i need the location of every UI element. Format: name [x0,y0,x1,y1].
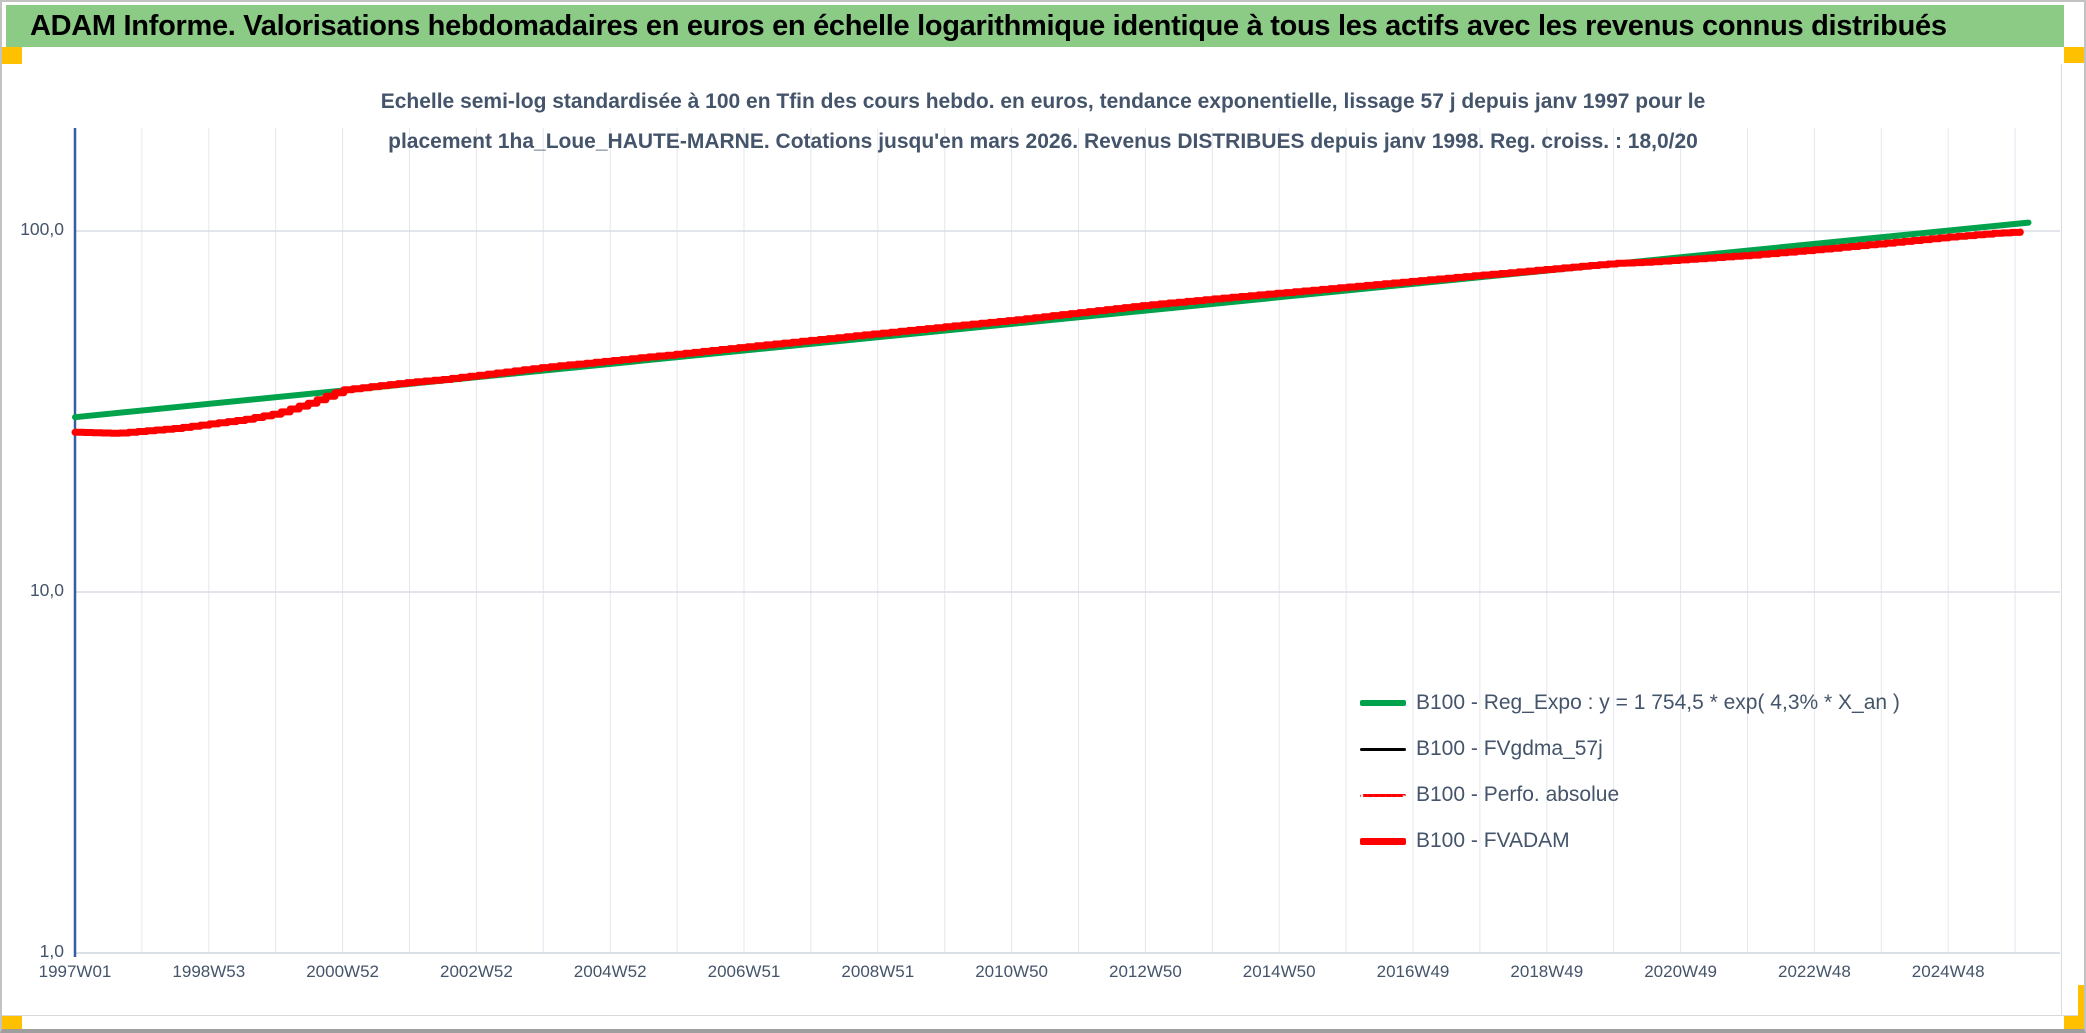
x-axis-tick-label: 2002W52 [440,962,513,981]
x-axis-tick-label: 2018W49 [1510,962,1584,981]
x-axis-tick-label: 2000W52 [306,962,379,981]
y-axis-label-10: 10,0 [29,580,64,600]
header-bar[interactable]: ADAM Informe. Valorisations hebdomadaire… [6,5,2064,47]
x-axis-tick-label: 2014W50 [1242,962,1316,981]
x-axis-tick-label: 2004W52 [573,962,647,981]
x-axis-tick-label: 2020W49 [1644,962,1717,981]
gold-accent-top-right [2064,47,2084,63]
gold-accent-top-left [0,47,22,64]
x-axis-tick-label: 2006W51 [707,962,781,981]
x-axis-tick-label: 2022W48 [1778,962,1851,981]
series-line-1[interactable] [73,230,2022,435]
x-axis-tick-label: 1998W53 [172,962,246,981]
x-axis-tick-label: 2016W49 [1376,962,1450,981]
x-axis-tick-label: 2008W51 [841,962,915,981]
chart-panel[interactable] [8,64,2062,1015]
legend-label: B100 - FVgdma_57j [1416,737,1603,760]
chart-title-line-1: Echelle semi-log standardisée à 100 en T… [380,90,1706,113]
chart-panel-right-border [2061,64,2062,1015]
legend-item-fvadam[interactable]: B100 - FVADAM [1360,818,1900,864]
legend-item-fvgdma[interactable]: B100 - FVgdma_57j [1360,726,1900,772]
legend-label: B100 - FVADAM [1416,829,1570,852]
header-title: ADAM Informe. Valorisations hebdomadaire… [30,9,1947,42]
chart-title-line-2: placement 1ha_Loue_HAUTE-MARNE. Cotation… [388,130,1698,153]
legend-swatch-reg-expo [1360,700,1406,706]
gold-accent-bottom-left [0,1016,22,1033]
gold-accent-right-edge [2078,985,2086,1033]
x-axis-tick-label: 2024W48 [1911,962,1985,981]
series-line-2[interactable] [74,231,2022,435]
y-axis-label-1: 1,0 [39,941,64,961]
legend-label: B100 - Perfo. absolue [1416,783,1620,806]
legend-swatch-perfo-absolue [1360,793,1406,797]
chart-title: Echelle semi-log standardisée à 100 en T… [23,82,2063,162]
x-axis-tick-label: 2010W50 [975,962,1048,981]
legend-swatch-fvgdma [1360,747,1406,751]
legend-item-perfo-absolue[interactable]: B100 - Perfo. absolue [1360,772,1900,818]
legend-swatch-fvadam [1360,837,1406,845]
x-axis-tick-label: 2012W50 [1109,962,1182,981]
legend-label: B100 - Reg_Expo : y = 1 754,5 * exp( 4,3… [1416,691,1900,714]
legend-item-reg-expo[interactable]: B100 - Reg_Expo : y = 1 754,5 * exp( 4,3… [1360,680,1900,726]
series-line-3[interactable] [71,228,2024,437]
x-axis-tick-label: 1997W01 [38,962,112,981]
chart-legend: B100 - Reg_Expo : y = 1 754,5 * exp( 4,3… [1360,680,1900,864]
y-axis-label-100: 100,0 [20,219,64,239]
bottom-divider-line [0,1015,2086,1016]
